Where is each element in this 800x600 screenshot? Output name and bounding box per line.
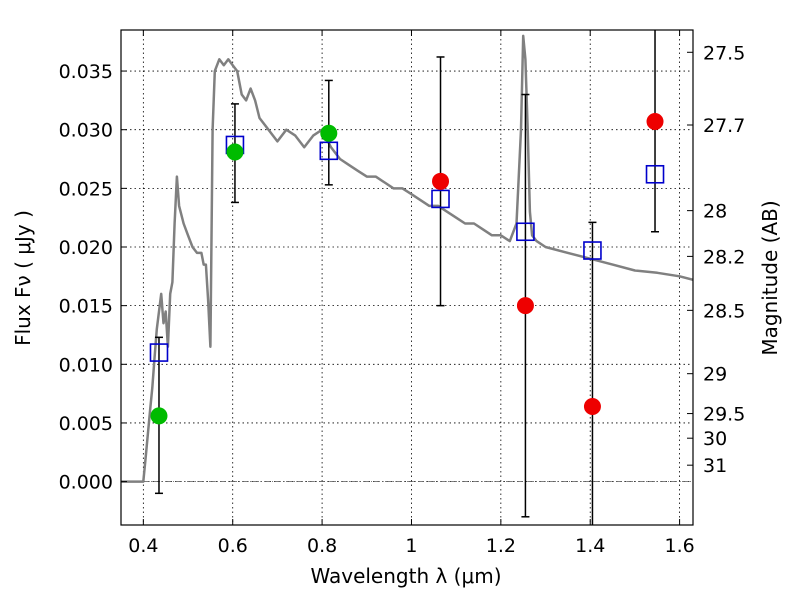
model-photometry-square [319,141,339,161]
y2-tick-label: 28.2 [703,246,745,268]
y2-tick-label: 28 [703,201,727,223]
y-tick-label: 0.010 [59,354,113,376]
y2-tick-label: 27.7 [703,115,745,137]
y2-tick-label: 30 [703,428,727,450]
model-spectrum-line [121,34,693,483]
x-tick-label: 1.2 [486,535,516,557]
detection-point [150,407,168,425]
model-photometry-square [645,164,665,184]
plot-area [121,30,693,525]
non-detection-point [646,112,664,130]
detection-point [320,124,338,142]
y-tick-label: 0.000 [59,472,113,494]
non-detection-point [516,297,534,315]
y2-tick-label: 31 [703,455,727,477]
y2-tick-label: 29.5 [703,404,745,426]
ticks: 0.4 0.6 0.8 1 1.2 1.4 1.6 0.000 0.005 0.010 0.015 0… [59,30,745,557]
x-axis-label: Wavelength λ (μm) [310,564,501,588]
x-tick-label: 0.6 [218,535,248,557]
y-tick-label: 0.020 [59,237,113,259]
model-photometry-square [431,189,450,209]
detection-point [226,143,244,161]
x-tick-label: 0.4 [128,535,158,557]
y-axis-label: Flux Fν ( μJy ) [11,210,35,346]
non-detection-point [583,398,601,416]
y-tick-label: 0.035 [59,61,113,83]
x-tick-label: 0.8 [307,535,337,557]
y2-tick-label: 27.5 [703,42,745,64]
y-tick-label: 0.025 [59,178,113,200]
model-photometry-square [516,222,535,242]
plot-frame [120,29,694,526]
model-photometry-square [583,241,602,260]
y2-tick-label: 28.5 [703,300,745,322]
y-tick-label: 0.005 [59,413,113,435]
y-tick-label: 0.015 [59,296,113,318]
y-tick-label: 0.030 [59,120,113,142]
y2-tick-label: 29 [703,364,727,386]
y2-axis-label: Magnitude (AB) [758,200,782,355]
x-tick-label: 1.6 [664,535,694,557]
model-photometry-square [149,343,169,362]
x-tick-label: 1.4 [575,535,605,557]
x-tick-label: 1 [405,535,417,557]
non-detection-point [432,172,450,190]
